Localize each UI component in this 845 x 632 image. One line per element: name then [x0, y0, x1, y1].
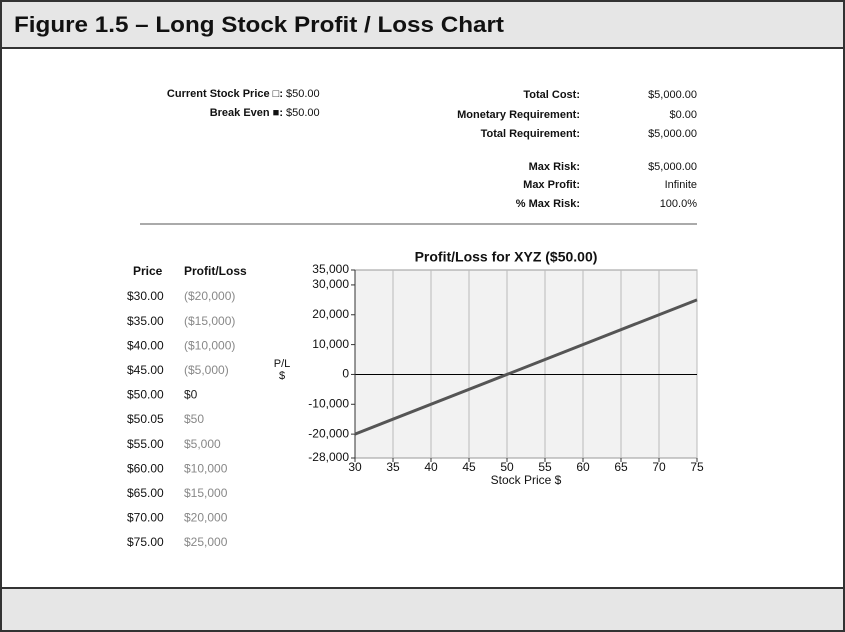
chart-title: Profit/Loss for XYZ ($50.00) — [415, 249, 598, 265]
price-cell: $75.00 — [127, 535, 164, 549]
summary-value: Infinite — [665, 179, 697, 191]
summary-value: 100.0% — [660, 198, 698, 210]
price-cell: $35.00 — [127, 314, 164, 328]
summary-value: $5,000.00 — [648, 128, 697, 140]
plot-area — [354, 269, 698, 459]
summary-label: Monetary Requirement: — [457, 109, 580, 121]
y-tick-label: -28,000 — [308, 450, 349, 464]
y-tick-label: 30,000 — [312, 277, 349, 291]
y-tick-label: 0 — [342, 367, 349, 381]
price-cell: $45.00 — [127, 363, 164, 377]
pl-cell: ($15,000) — [184, 314, 235, 328]
summary-value: $5,000.00 — [648, 89, 697, 101]
summary-label: Total Requirement: — [481, 128, 580, 140]
price-cell: $50.00 — [127, 388, 164, 402]
summary-value: $50.00 — [286, 88, 320, 100]
price-cell: $60.00 — [127, 461, 164, 475]
pl-cell: $15,000 — [184, 486, 228, 500]
y-tick-label: 20,000 — [312, 307, 349, 321]
x-tick-label: 60 — [576, 460, 590, 474]
pl-cell: $5,000 — [184, 437, 221, 451]
pl-cell: $0 — [184, 388, 198, 402]
price-cell: $55.00 — [127, 437, 164, 451]
price-cell: $50.05 — [127, 412, 164, 426]
price-cell: $30.00 — [127, 289, 164, 303]
figure-title: Figure 1.5 – Long Stock Profit / Loss Ch… — [14, 12, 505, 37]
x-tick-label: 50 — [500, 460, 514, 474]
y-tick-label: -20,000 — [308, 426, 349, 440]
summary-label: % Max Risk: — [516, 198, 580, 210]
summary-value: $0.00 — [669, 109, 697, 121]
x-tick-label: 65 — [614, 460, 628, 474]
y-tick-label: 35,000 — [312, 262, 349, 276]
pl-cell: ($5,000) — [184, 363, 229, 377]
x-tick-label: 30 — [348, 460, 362, 474]
price-cell: $70.00 — [127, 511, 164, 525]
pl-cell: ($10,000) — [184, 338, 235, 352]
summary-label: Max Risk: — [529, 161, 580, 173]
x-tick-label: 40 — [424, 460, 438, 474]
pl-cell: ($20,000) — [184, 289, 235, 303]
table-header: Profit/Loss — [184, 264, 247, 278]
y-tick-label: 10,000 — [312, 337, 349, 351]
summary-value: $5,000.00 — [648, 161, 697, 173]
summary-label: Total Cost: — [523, 89, 580, 101]
header-bar — [0, 0, 845, 49]
summary-label: Break Even ■: — [210, 107, 283, 119]
x-tick-label: 75 — [690, 460, 704, 474]
y-tick-label: -10,000 — [308, 396, 349, 410]
price-cell: $40.00 — [127, 338, 164, 352]
summary-label: Current Stock Price □: — [167, 88, 283, 100]
price-cell: $65.00 — [127, 486, 164, 500]
summary-label: Max Profit: — [523, 179, 580, 191]
table-header: Price — [133, 264, 163, 278]
x-axis-label: Stock Price $ — [491, 473, 562, 487]
x-tick-label: 70 — [652, 460, 666, 474]
pl-cell: $50 — [184, 412, 204, 426]
pl-cell: $10,000 — [184, 461, 228, 475]
y-axis-label: $ — [279, 370, 285, 382]
y-axis-label: P/L — [274, 358, 291, 370]
pl-cell: $20,000 — [184, 511, 228, 525]
summary-value: $50.00 — [286, 107, 320, 119]
pl-cell: $25,000 — [184, 535, 228, 549]
x-tick-label: 55 — [538, 460, 552, 474]
pl-line — [354, 298, 698, 436]
footer-bar — [0, 587, 845, 632]
x-tick-label: 35 — [386, 460, 400, 474]
x-tick-label: 45 — [462, 460, 476, 474]
